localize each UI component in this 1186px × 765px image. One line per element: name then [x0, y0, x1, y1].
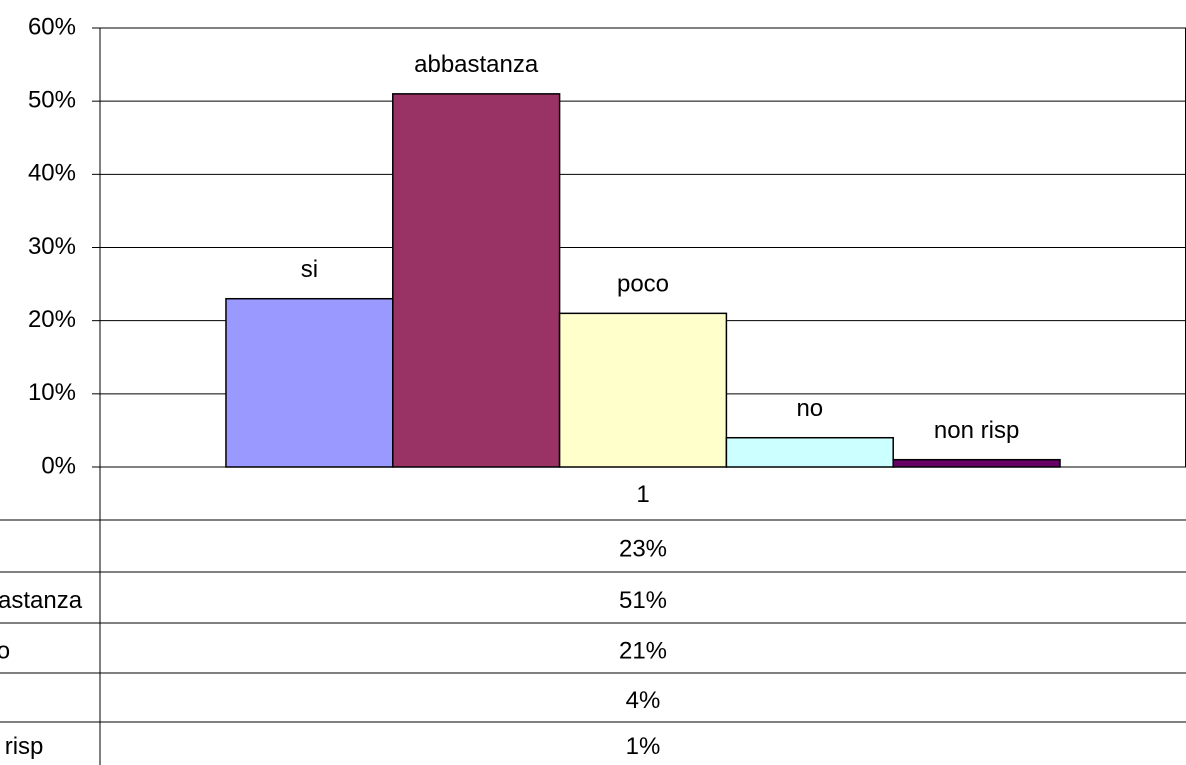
table-series-name: poco [0, 637, 10, 664]
table-value: 1% [626, 733, 661, 760]
table-value: 51% [619, 587, 667, 614]
y-tick-label: 0% [41, 452, 76, 479]
y-tick-label: 30% [28, 233, 76, 260]
bar [725, 436, 894, 468]
table-value: 21% [619, 637, 667, 664]
bar-label: no [796, 395, 823, 422]
y-tick-label: 40% [28, 160, 76, 187]
y-tick-label: 60% [28, 13, 76, 40]
table-value: 23% [619, 535, 667, 562]
bar-label: si [301, 256, 318, 283]
y-tick-label: 10% [28, 379, 76, 406]
y-tick-label: 20% [28, 306, 76, 333]
table-series-name: abbastanza [0, 587, 83, 614]
bar [892, 458, 1061, 468]
table-series-name: non risp [0, 733, 43, 760]
bar-label: poco [617, 271, 669, 298]
table-value: 4% [626, 687, 661, 714]
bar-label: non risp [934, 417, 1019, 444]
bar [558, 312, 728, 468]
bar-label: abbastanza [414, 51, 539, 78]
y-tick-label: 50% [28, 87, 76, 114]
bar [392, 93, 561, 468]
bar [225, 297, 394, 468]
table-header: 1 [636, 481, 649, 508]
